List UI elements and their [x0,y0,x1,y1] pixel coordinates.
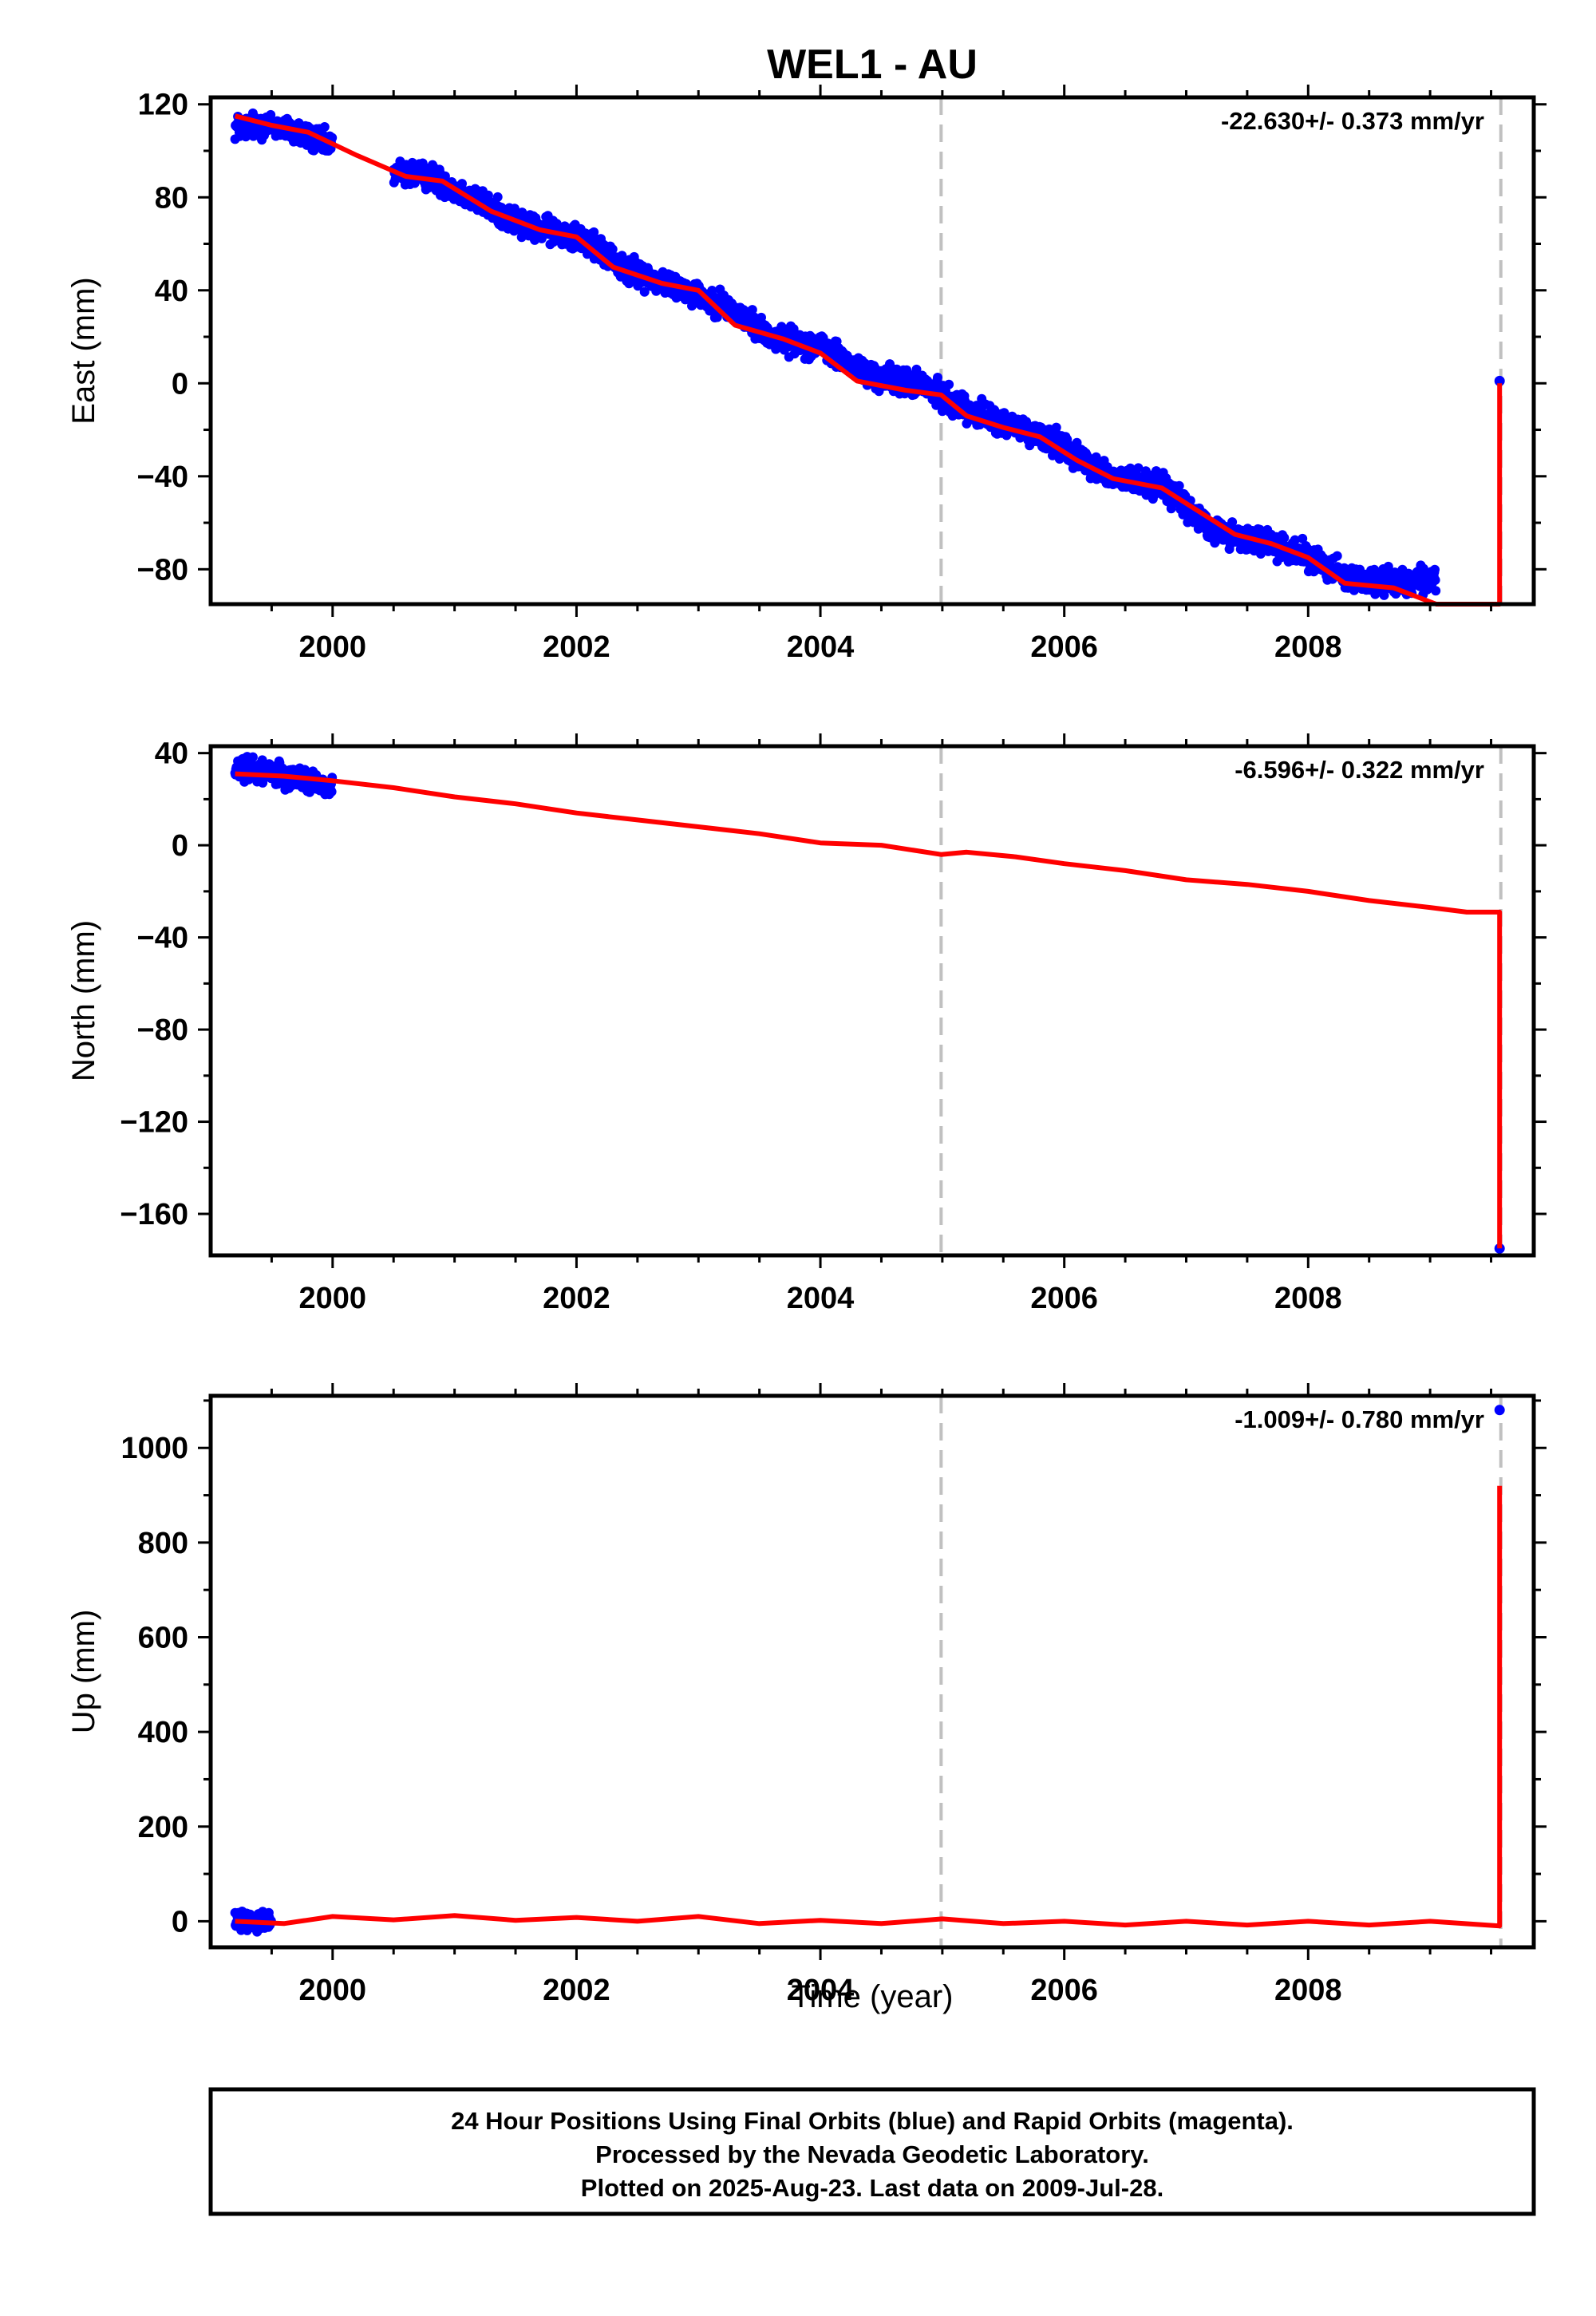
east-point [492,192,503,202]
footer-line-2: Processed by the Nevada Geodetic Laborat… [595,2140,1149,2168]
figure-title: WEL1 - AU [767,41,978,88]
up-rate-label: -1.009+/- 0.780 mm/yr [1235,1405,1484,1433]
east-point [1051,422,1061,433]
east-point [1298,533,1308,543]
east-point [1091,452,1101,462]
up-xtick-label: 2006 [1030,1974,1098,2007]
north-xtick-label: 2008 [1274,1282,1342,1315]
north-point [247,752,258,762]
east-ytick-label: 0 [172,367,188,401]
east-xtick-label: 2006 [1030,630,1098,664]
north-panel: 2000 2002 2004 2006 2008 40 0 −40 −80 −120 −160 Nor… [66,733,1547,1315]
east-point [457,179,467,189]
north-ytick-label: −160 [120,1198,188,1231]
east-model-line [234,113,1503,607]
north-xtick-label: 2000 [299,1282,367,1315]
east-xtick-label: 2002 [543,630,610,664]
east-point [1379,590,1389,600]
east-point [266,109,276,120]
up-xtick-label: 2008 [1274,1974,1342,2007]
east-ytick-label: −80 [137,553,188,587]
east-point [319,122,330,132]
east-point [607,244,618,255]
footer-line-1: 24 Hour Positions Using Final Orbits (bl… [451,2107,1294,2135]
up-ytick-label: 600 [138,1621,188,1654]
x-axis-label: Time (year) [792,1979,954,2014]
east-point [747,305,757,315]
up-xtick-label: 2000 [299,1974,367,2007]
north-point [326,787,337,796]
east-last-point [1494,375,1505,386]
east-rate-label: -22.630+/- 0.373 mm/yr [1221,107,1484,135]
east-point [639,287,650,297]
up-frame [208,1393,1536,1950]
north-ytick-label: 40 [155,737,188,771]
east-point [1174,480,1184,491]
east-panel: 2000 2002 2004 2006 2008 120 80 40 0 −40 −80 East (… [66,85,1547,664]
east-ytick-label: 120 [138,89,188,122]
east-point [1227,517,1238,528]
up-xtick-label: 2004 [787,1974,855,2007]
north-ytick-label: −80 [137,1014,188,1047]
up-panel: 2000 2002 2004 2006 200810008006004002000Up … [66,1383,1547,2007]
north-rate-label: -6.596+/- 0.322 mm/yr [1235,756,1484,784]
up-xtick-label: 2002 [543,1974,610,2007]
north-frame [208,744,1536,1258]
footer-box [208,2087,1536,2216]
east-point [1279,532,1290,543]
east-ylabel: East (mm) [66,277,101,424]
north-xtick-label: 2006 [1030,1282,1098,1315]
east-ytick-label: 80 [155,181,188,215]
up-ytick-label: 1000 [120,1432,188,1465]
north-ylabel: North (mm) [66,920,101,1081]
east-xtick-label: 2000 [299,630,367,664]
east-point [1290,535,1300,545]
east-point [944,379,954,389]
east-point [1430,564,1440,575]
north-last-point [1494,1243,1505,1254]
east-ytick-label: −40 [137,460,188,494]
east-xtick-label: 2004 [787,630,855,664]
east-point [1418,563,1428,574]
north-xtick-label: 2002 [543,1282,610,1315]
up-model-line [235,1485,1503,1929]
up-ytick-label: 800 [138,1527,188,1560]
footer-line-3: Plotted on 2025-Aug-23. Last data on 200… [581,2174,1163,2202]
north-xtick-label: 2004 [787,1282,855,1315]
east-xtick-label: 2008 [1274,630,1342,664]
north-model-line [235,771,1503,1249]
east-point [1431,586,1441,596]
up-last-point [1494,1405,1505,1416]
east-point [1332,551,1342,561]
up-ytick-label: 200 [138,1811,188,1844]
north-ytick-label: 0 [172,829,188,863]
east-ytick-label: 40 [155,275,188,308]
east-frame [208,95,1536,607]
east-point [1133,463,1144,473]
north-ytick-label: −120 [120,1106,188,1140]
up-ytick-label: 400 [138,1716,188,1749]
up-ytick-label: 0 [172,1905,188,1939]
east-points [230,108,1441,600]
up-ylabel: Up (mm) [66,1610,101,1734]
north-ytick-label: −40 [137,922,188,955]
east-point [1430,575,1440,585]
north-point [258,777,268,788]
